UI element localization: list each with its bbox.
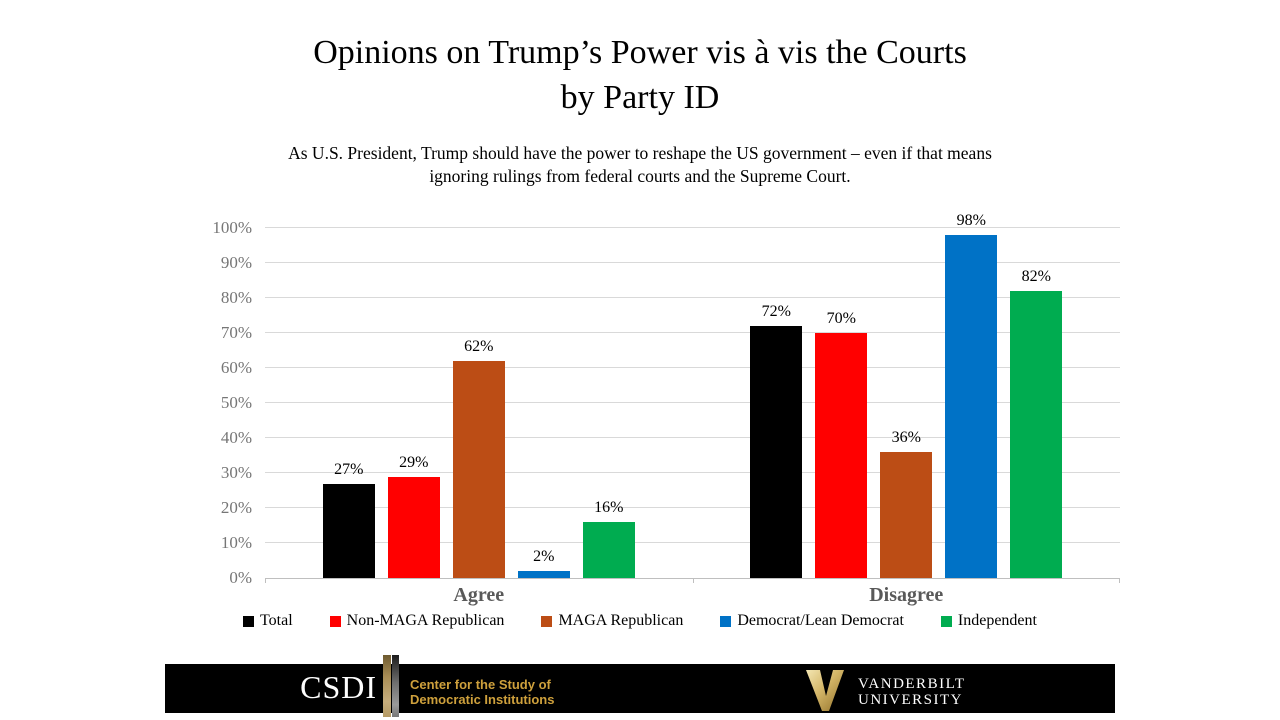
- bar-group: 72% 70% 36% 98% 82%: [693, 212, 1121, 578]
- legend-label: MAGA Republican: [558, 612, 684, 629]
- axis-tick: [1119, 578, 1120, 583]
- bar-cell: 98%: [945, 212, 998, 578]
- csdi-separator-gold: [383, 655, 391, 717]
- bar-group: 27% 29% 62% 2% 16%: [265, 228, 693, 578]
- y-tick-label: 70%: [220, 323, 252, 342]
- gridline: [265, 297, 1120, 298]
- gridline: [265, 227, 1120, 228]
- legend-swatch: [720, 615, 732, 627]
- legend-label: Democrat/Lean Democrat: [737, 612, 904, 629]
- bar-value-label: 29%: [399, 453, 429, 471]
- bar: [517, 571, 570, 578]
- csdi-name: Center for the Study of Democratic Insti…: [410, 677, 555, 707]
- legend-label: Total: [260, 612, 293, 629]
- bar-cell: 70%: [815, 228, 868, 578]
- bar-value-label: 16%: [594, 499, 624, 516]
- category-label: Agree: [453, 584, 505, 606]
- gridline: [265, 262, 1120, 263]
- legend-label: Independent: [957, 612, 1037, 629]
- bar-cell: 36%: [880, 228, 933, 578]
- x-axis-labels: Agree Disagree: [265, 584, 1120, 607]
- bar-value-label: 62%: [464, 338, 494, 355]
- y-tick-label: 90%: [220, 253, 252, 272]
- vanderbilt-v-icon: [806, 670, 844, 711]
- gridline: [265, 402, 1120, 403]
- legend-swatch: [541, 615, 553, 627]
- axis-tick: [265, 578, 266, 583]
- bar-cell: 2%: [517, 228, 570, 578]
- y-tick-label: 0%: [229, 568, 252, 587]
- legend-item: Non-MAGA Republican: [329, 612, 505, 630]
- axis-tick: [692, 578, 694, 583]
- bar-cell: 29%: [387, 228, 440, 578]
- legend-swatch: [243, 615, 255, 627]
- csdi-wordmark: CSDI: [300, 669, 377, 705]
- bar-value-label: 72%: [761, 303, 791, 320]
- y-tick-label: 80%: [220, 288, 252, 307]
- csdi-separator-gray: [392, 655, 399, 717]
- chart-subtitle: As U.S. President, Trump should have the…: [288, 143, 992, 186]
- bar: [582, 522, 635, 578]
- bar-cell: 27%: [322, 228, 375, 578]
- bar-cell: 62%: [452, 228, 505, 578]
- plot-area: 27% 29% 62% 2% 16% 72% 70% 36% 98% 82%: [265, 212, 1121, 583]
- y-tick-label: 100%: [212, 218, 252, 237]
- y-axis: 0% 10% 20% 30% 40% 50% 60% 70% 80% 90% 100%: [0, 218, 252, 587]
- legend-item: Democrat/Lean Democrat: [720, 612, 904, 630]
- bar-cell: 72%: [750, 228, 803, 578]
- y-tick-label: 10%: [220, 533, 252, 552]
- bar: [880, 452, 933, 578]
- legend-swatch: [940, 615, 952, 627]
- bar: [1010, 291, 1063, 578]
- vanderbilt-wordmark: VANDERBILT UNIVERSITY: [858, 676, 966, 708]
- y-tick-label: 30%: [220, 463, 252, 482]
- legend-item: Total: [243, 612, 293, 630]
- legend-item: MAGA Republican: [541, 612, 683, 630]
- gridline: [265, 332, 1120, 333]
- bar-value-label: 98%: [956, 212, 986, 229]
- bar-cell: 82%: [1010, 228, 1063, 578]
- bar-value-label: 2%: [533, 548, 555, 565]
- chart-title: Opinions on Trump’s Power vis à vis the …: [313, 34, 967, 116]
- category-label: Disagree: [869, 584, 944, 606]
- bar-cell: 16%: [582, 228, 635, 578]
- y-tick-label: 50%: [220, 393, 252, 412]
- y-tick-label: 20%: [220, 498, 252, 517]
- gridline: [265, 367, 1120, 368]
- bar-value-label: 36%: [891, 429, 921, 446]
- bar: [945, 235, 998, 578]
- y-tick-label: 60%: [220, 358, 252, 377]
- bar: [815, 333, 868, 578]
- footer-banner: CSDI Center for the Study of Democratic …: [165, 655, 1115, 717]
- gridline: [265, 437, 1120, 438]
- legend-swatch: [329, 615, 341, 627]
- bar-value-label: 27%: [334, 460, 364, 478]
- gridline: [265, 472, 1120, 473]
- gridline: [265, 507, 1120, 508]
- bar-value-label: 70%: [826, 310, 856, 327]
- legend: Total Non-MAGA Republican MAGA Republican D…: [0, 612, 1280, 630]
- y-tick-label: 40%: [220, 428, 252, 447]
- bar: [322, 483, 375, 578]
- bar-value-label: 82%: [1021, 268, 1051, 285]
- gridline: [265, 542, 1120, 543]
- bar: [750, 326, 803, 578]
- bar: [452, 361, 505, 578]
- legend-item: Independent: [940, 612, 1037, 630]
- bar: [387, 476, 440, 578]
- legend-label: Non-MAGA Republican: [346, 612, 505, 629]
